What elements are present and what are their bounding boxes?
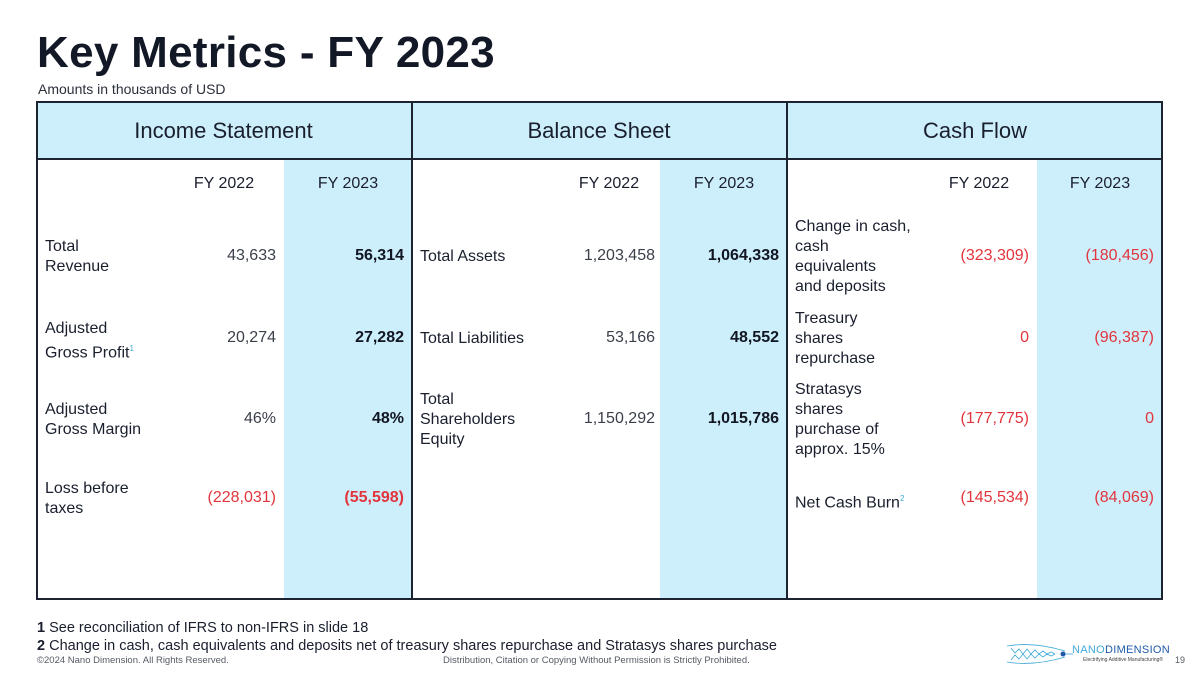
- cash-row-label: Treasury shares repurchase: [795, 310, 876, 367]
- footnote-1-marker: 1: [129, 344, 134, 353]
- cash-row-fy2022: (323,309): [960, 247, 1030, 264]
- balance-sheet-header: Balance Sheet: [412, 103, 786, 160]
- section-divider: [786, 103, 788, 598]
- cash-row-fy2023: (96,387): [1094, 329, 1154, 346]
- income-row-fy2022: (228,031): [207, 489, 277, 506]
- balance-row-fy2022: 53,166: [606, 329, 655, 346]
- cash-col-fy2023: FY 2023: [1069, 175, 1131, 192]
- footnote-2-marker: 2: [899, 494, 905, 503]
- logo-wordmark: NANODIMENSION: [1072, 644, 1171, 656]
- balance-col-fy2023: FY 2023: [693, 175, 755, 192]
- balance-col-fy2022: FY 2022: [578, 175, 640, 192]
- balance-row-fy2023: 1,064,338: [707, 247, 779, 264]
- balance-row-fy2022: 1,150,292: [583, 410, 655, 427]
- nano-dimension-logo-icon: [1006, 644, 1073, 664]
- income-statement-header: Income Statement: [36, 103, 411, 160]
- cash-row-label: Stratasys shares purchase of approx. 15%: [795, 381, 885, 458]
- cash-col-fy2022: FY 2022: [948, 175, 1010, 192]
- income-row-label: Total Revenue: [45, 238, 110, 275]
- cash-row-fy2022: 0: [1020, 329, 1029, 346]
- cash-row-fy2023: (84,069): [1094, 489, 1154, 506]
- balance-row-label: Total Shareholders Equity: [420, 391, 516, 448]
- section-divider: [411, 103, 413, 598]
- income-row-fy2023: 48%: [371, 410, 404, 427]
- income-fy2023-highlight: [284, 160, 411, 598]
- income-row-label: Loss before taxes: [45, 480, 129, 517]
- cash-row-label: Net Cash Burn2: [795, 494, 905, 512]
- income-row-fy2023: 27,282: [355, 329, 404, 346]
- income-col-fy2023: FY 2023: [317, 175, 379, 192]
- cash-fy2023-highlight: [1037, 160, 1163, 598]
- balance-row-label: Total Liabilities: [420, 330, 525, 347]
- distribution-notice: Distribution, Citation or Copying Withou…: [443, 655, 750, 666]
- footnote-2: 2 Change in cash, cash equivalents and d…: [37, 638, 777, 654]
- income-row-fy2022: 20,274: [227, 329, 276, 346]
- table-border-right: [1161, 103, 1163, 598]
- page-number: 19: [1175, 655, 1186, 665]
- balance-fy2023-highlight: [660, 160, 786, 598]
- cash-row-fy2022: (177,775): [960, 410, 1030, 427]
- income-row-fy2022: 46%: [243, 410, 276, 427]
- balance-row-fy2023: 48,552: [730, 329, 779, 346]
- copyright: ©2024 Nano Dimension. All Rights Reserve…: [37, 655, 229, 666]
- income-col-fy2022: FY 2022: [193, 175, 255, 192]
- balance-row-fy2022: 1,203,458: [583, 247, 655, 264]
- income-row-fy2023: (55,598): [344, 489, 404, 506]
- balance-row-label: Total Assets: [420, 248, 506, 265]
- income-row-fy2022: 43,633: [227, 247, 276, 264]
- page-subtitle: Amounts in thousands of USD: [38, 81, 226, 97]
- page-title: Key Metrics - FY 2023: [37, 28, 495, 77]
- cash-row-fy2022: (145,534): [960, 489, 1030, 506]
- footnotes: 1 See reconciliation of IFRS to non-IFRS…: [37, 619, 777, 655]
- income-row-label: Adjusted Gross Margin: [45, 401, 142, 438]
- cash-row-fy2023: 0: [1145, 410, 1154, 427]
- income-row-label: Adjusted Gross Profit1: [45, 320, 134, 362]
- balance-row-fy2023: 1,015,786: [707, 410, 779, 427]
- cash-flow-header: Cash Flow: [787, 103, 1163, 160]
- key-metrics-table: Income Statement Balance Sheet Cash Flow…: [36, 101, 1163, 600]
- logo-tagline: Electrifying Additive Manufacturing®: [1083, 657, 1164, 663]
- cash-row-label: Change in cash, cash equivalents and deposi…: [795, 218, 911, 295]
- cash-row-fy2023: (180,456): [1085, 247, 1155, 264]
- income-row-fy2023: 56,314: [355, 247, 404, 264]
- footnote-1: 1 See reconciliation of IFRS to non-IFRS…: [37, 620, 369, 636]
- table-border-left: [36, 103, 38, 598]
